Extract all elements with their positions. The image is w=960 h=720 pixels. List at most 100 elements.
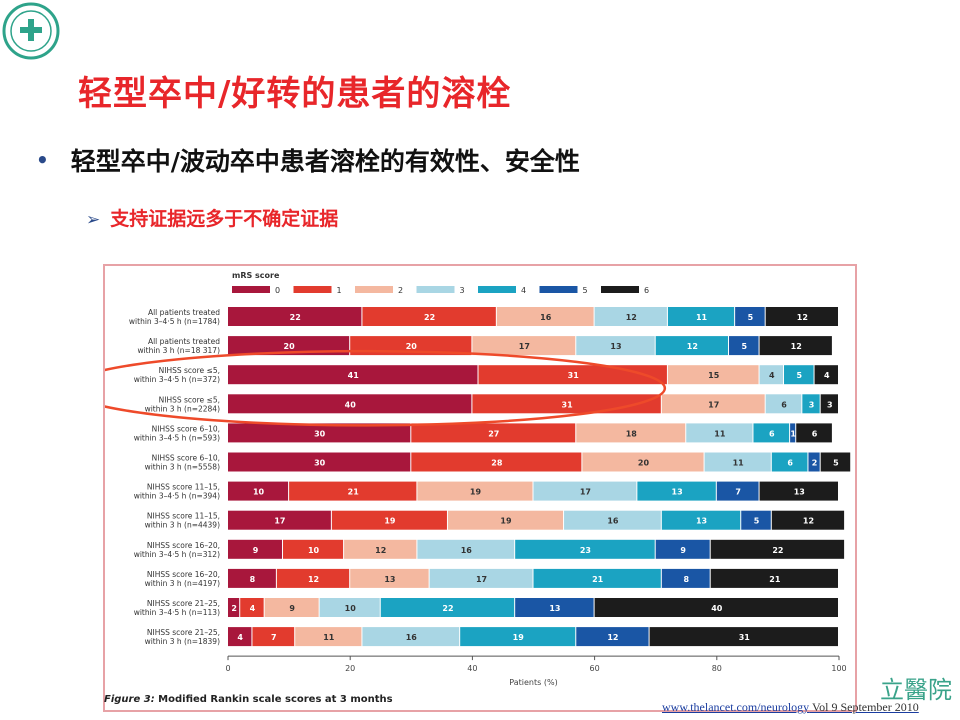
bar-segment-mrs-4 [661,510,741,530]
bar-segment-mrs-0 [228,452,411,472]
bar-segment-mrs-1 [240,598,264,617]
bullet-main-text: 轻型卒中/波动卒中患者溶栓的有效性、安全性 [70,147,580,176]
bar-segment-mrs-6 [771,510,845,530]
bar-segment-mrs-5 [655,539,710,559]
legend-label-2: 2 [398,286,403,295]
bar-value-label: 13 [672,488,683,497]
bar-segment-mrs-6 [765,307,838,326]
row-label-line1: NIHSS score 21–25, [147,599,220,608]
bar-value-label: 12 [308,575,319,584]
bar-value-label: 21 [769,575,781,584]
slide-title: 轻型卒中/好转的患者的溶栓 [78,74,512,114]
bar-segment-mrs-3 [594,307,667,326]
bar-segment-mrs-2 [344,539,417,559]
bar-segment-mrs-2 [295,627,362,647]
legend-label-6: 6 [644,286,649,295]
bar-value-label: 27 [488,429,499,438]
legend-label-0: 0 [275,286,280,295]
bar-segment-mrs-3 [765,394,802,414]
highlight-ellipse [105,349,667,427]
bar-value-label: 3 [827,400,833,409]
bar-value-label: 18 [626,429,638,438]
x-axis-label: Patients (%) [509,678,557,687]
bar-segment-mrs-5 [741,510,771,530]
bar-segment-mrs-5 [729,336,759,356]
bar-segment-mrs-0 [228,568,276,588]
bar-segment-mrs-0 [228,510,331,530]
bar-value-label: 11 [696,313,708,322]
bar-segment-mrs-1 [289,481,417,501]
bar-value-label: 22 [442,604,453,613]
bar-segment-mrs-0 [228,481,289,501]
bar-segment-mrs-4 [380,598,515,617]
bar-value-label: 20 [638,459,650,468]
bar-value-label: 31 [739,633,751,642]
row-label-line1: NIHSS score 11–15, [147,512,220,521]
row-label-line1: NIHSS score 21–25, [147,628,220,637]
row-label-line2: within 3–4·5 h (n=312) [134,550,220,559]
row-label-line1: NIHSS score 6–10, [152,424,220,433]
bar-value-label: 16 [406,633,418,642]
hospital-logo [2,2,60,60]
bar-value-label: 30 [314,459,326,468]
bar-value-label: 17 [580,488,591,497]
bar-segment-mrs-4 [784,365,814,385]
caption-text: Modified Rankin scale scores at 3 months [154,694,393,705]
bar-value-label: 22 [424,313,435,322]
bar-value-label: 19 [513,633,525,642]
bar-value-label: 17 [519,342,530,351]
legend-label-3: 3 [460,286,465,295]
bar-value-label: 6 [769,429,775,438]
bar-segment-mrs-6 [796,423,832,443]
bar-segment-mrs-4 [753,423,790,443]
row-label-line2: within 3 h (n=4439) [145,521,220,530]
bar-value-label: 10 [345,604,357,613]
bar-value-label: 9 [680,546,686,555]
bar-segment-mrs-5 [515,598,594,617]
bar-value-label: 4 [769,371,775,380]
bar-value-label: 20 [284,342,296,351]
bar-segment-mrs-4 [802,394,820,414]
row-label-line2: within 3–4·5 h (n=113) [134,608,220,617]
bar-segment-mrs-4 [667,307,735,326]
bar-segment-mrs-1 [282,539,344,559]
bar-value-label: 11 [714,429,726,438]
bar-value-label: 19 [470,488,482,497]
bar-value-label: 4 [824,371,830,380]
bar-value-label: 16 [461,546,473,555]
bar-value-label: 31 [568,371,580,380]
bar-value-label: 16 [607,517,619,526]
bar-segment-mrs-0 [228,365,478,385]
legend-label-5: 5 [583,286,588,295]
bar-segment-mrs-0 [228,539,282,559]
source-link[interactable]: www.thelancet.com/neurology Vol 9 Septem… [662,700,919,715]
bar-value-label: 5 [748,313,754,322]
bar-value-label: 17 [274,517,285,526]
bar-segment-mrs-0 [228,598,240,617]
bar-value-label: 12 [607,633,618,642]
bar-segment-mrs-4 [515,539,655,559]
bar-value-label: 12 [687,342,698,351]
bar-value-label: 6 [812,429,818,438]
source-url[interactable]: www.thelancet.com/neurology [662,700,810,714]
bar-value-label: 12 [803,517,814,526]
x-tick-label: 100 [831,664,846,673]
row-label-line1: NIHSS score 16–20, [147,570,220,579]
bar-value-label: 4 [237,633,243,642]
bar-value-label: 4 [250,604,256,613]
bar-segment-mrs-0 [228,627,252,647]
bar-value-label: 21 [592,575,604,584]
legend-swatch-5 [539,286,578,293]
bar-value-label: 10 [308,546,320,555]
bar-value-label: 41 [348,371,360,380]
bar-segment-mrs-4 [533,568,661,588]
bar-segment-mrs-6 [759,336,832,356]
bar-value-label: 31 [562,400,574,409]
bar-value-label: 17 [708,400,719,409]
bar-value-label: 5 [833,459,839,468]
legend-swatch-6 [601,286,639,293]
row-label-line2: within 3–4·5 h (n=593) [134,433,220,442]
bar-value-label: 9 [253,546,259,555]
bar-segment-mrs-5 [716,481,759,501]
